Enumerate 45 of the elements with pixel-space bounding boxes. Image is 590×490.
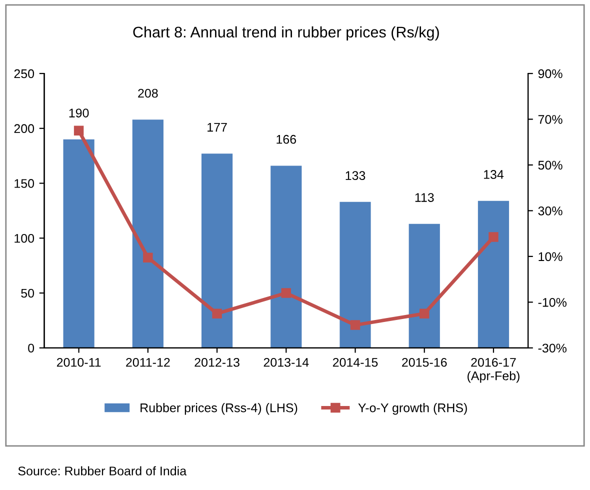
- y2-tick-label: -30%: [538, 344, 567, 353]
- bar: [408, 224, 440, 348]
- point: [281, 288, 292, 298]
- point: [350, 320, 360, 330]
- bar: [478, 200, 510, 348]
- point: [143, 252, 153, 262]
- y-tick-label: 150: [14, 179, 34, 188]
- data-label: 113: [415, 193, 434, 202]
- bar: [201, 154, 233, 348]
- x-tick-label: 2014-15: [332, 358, 378, 367]
- bar: [132, 120, 164, 348]
- point: [488, 232, 498, 242]
- y-tick-label: 200: [14, 124, 34, 134]
- data-label: 133: [346, 171, 366, 180]
- bar: [340, 202, 371, 348]
- y2-tick-label: -10%: [538, 298, 567, 307]
- point: [212, 308, 222, 318]
- x-tick-label: 2013-14: [264, 358, 309, 367]
- bar: [63, 139, 94, 348]
- y-tick-label: 0: [28, 344, 34, 353]
- data-label: 190: [69, 108, 89, 118]
- y-tick-label: 100: [14, 234, 34, 243]
- y2-tick-label: 50%: [538, 160, 562, 170]
- data-label: 208: [138, 88, 158, 98]
- chart-title: Chart 8: Annual trend in rubber prices (Rs/kg): [133, 26, 439, 41]
- y2-tick-label: 30%: [538, 206, 562, 216]
- y-tick-label: 50: [21, 288, 34, 298]
- data-label: 166: [276, 134, 296, 144]
- x-tick-label: 2016-17 (Apr-Feb): [468, 358, 520, 383]
- y2-tick-label: 70%: [538, 115, 562, 124]
- bar: [270, 166, 302, 348]
- point: [420, 308, 430, 318]
- x-tick-label: 2011-12: [126, 358, 170, 367]
- x-tick-label: 2010-11: [56, 358, 101, 367]
- data-label: 134: [484, 170, 504, 179]
- x-tick-label: 2015-16: [402, 358, 447, 367]
- y2-tick-label: 90%: [538, 69, 562, 78]
- y-tick-label: 250: [14, 69, 34, 78]
- legend-label: Y-o-Y growth (RHS): [358, 403, 467, 415]
- source-note: Source: Rubber Board of India: [18, 466, 187, 476]
- legend-label: Rubber prices (Rss-4) (LHS): [140, 403, 298, 415]
- data-label: 177: [208, 122, 227, 132]
- point: [74, 126, 84, 136]
- y2-tick-label: 10%: [538, 252, 562, 262]
- x-tick-label: 2012-13: [194, 358, 240, 367]
